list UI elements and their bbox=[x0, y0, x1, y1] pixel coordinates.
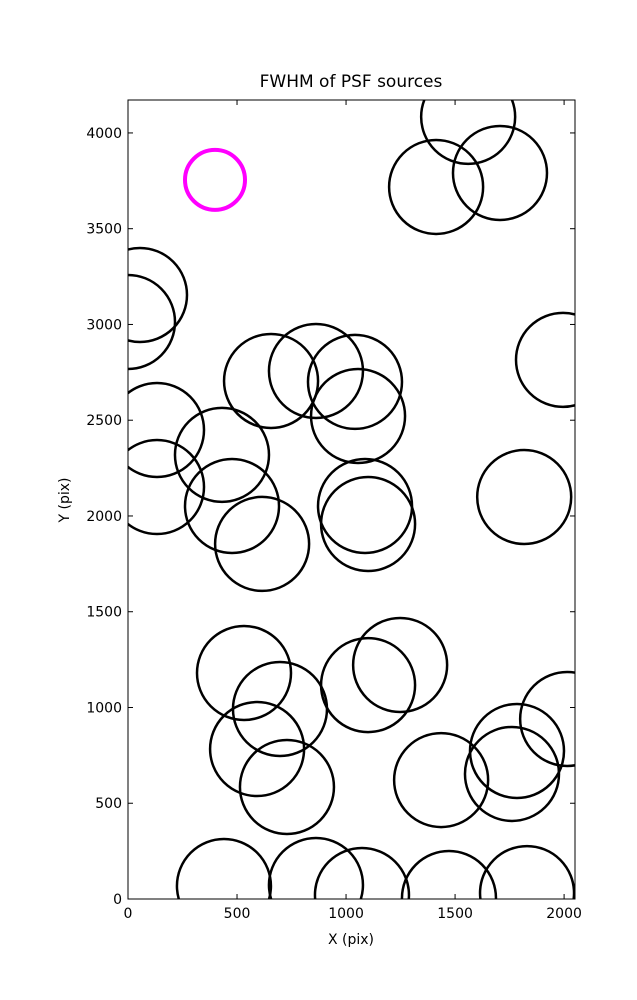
source-marker bbox=[319, 475, 417, 573]
source-marker bbox=[468, 702, 566, 800]
x-tick-label: 1500 bbox=[437, 906, 473, 922]
y-tick-label: 2500 bbox=[86, 413, 122, 429]
x-tick-label: 2000 bbox=[546, 906, 582, 922]
source-marker bbox=[195, 624, 293, 722]
source-marker bbox=[400, 849, 498, 899]
plot-area bbox=[128, 100, 575, 899]
x-tick-label: 0 bbox=[124, 906, 133, 922]
source-marker bbox=[463, 725, 561, 823]
source-marker bbox=[183, 147, 248, 212]
source-marker bbox=[128, 438, 206, 536]
source-marker bbox=[451, 124, 549, 222]
y-tick-label: 4000 bbox=[86, 126, 122, 142]
source-marker bbox=[478, 844, 575, 899]
source-marker bbox=[238, 738, 336, 836]
source-marker bbox=[387, 138, 485, 236]
source-marker bbox=[213, 495, 311, 593]
y-tick-label: 1000 bbox=[86, 700, 122, 716]
source-marker bbox=[208, 700, 306, 798]
source-marker bbox=[267, 836, 365, 899]
source-marker bbox=[222, 332, 320, 430]
source-marker bbox=[175, 837, 273, 899]
source-marker bbox=[267, 322, 365, 420]
source-marker bbox=[128, 381, 206, 479]
x-tick-label: 1000 bbox=[328, 906, 364, 922]
source-marker bbox=[518, 670, 575, 768]
chart-title: FWHM of PSF sources bbox=[260, 72, 443, 92]
y-tick-label: 2000 bbox=[86, 509, 122, 525]
source-marker bbox=[128, 246, 189, 344]
source-marker bbox=[316, 457, 414, 555]
plot-frame bbox=[127, 99, 576, 900]
source-marker bbox=[128, 273, 177, 371]
source-marker bbox=[351, 616, 449, 714]
source-marker bbox=[309, 367, 407, 465]
y-axis-label: Y (pix) bbox=[57, 478, 73, 524]
source-marker bbox=[313, 846, 411, 899]
source-marker bbox=[173, 406, 271, 504]
source-marker bbox=[475, 448, 573, 546]
x-tick-label: 500 bbox=[224, 906, 251, 922]
source-marker bbox=[392, 731, 490, 829]
source-marker bbox=[183, 457, 281, 555]
x-axis-label: X (pix) bbox=[328, 932, 374, 948]
source-marker bbox=[319, 636, 417, 734]
y-tick-label: 3000 bbox=[86, 317, 122, 333]
y-tick-label: 3500 bbox=[86, 222, 122, 238]
source-marker bbox=[514, 311, 575, 409]
y-tick-label: 0 bbox=[113, 892, 122, 908]
y-tick-label: 1500 bbox=[86, 605, 122, 621]
y-tick-label: 500 bbox=[95, 796, 122, 812]
source-marker bbox=[306, 333, 404, 431]
source-marker bbox=[419, 100, 517, 166]
